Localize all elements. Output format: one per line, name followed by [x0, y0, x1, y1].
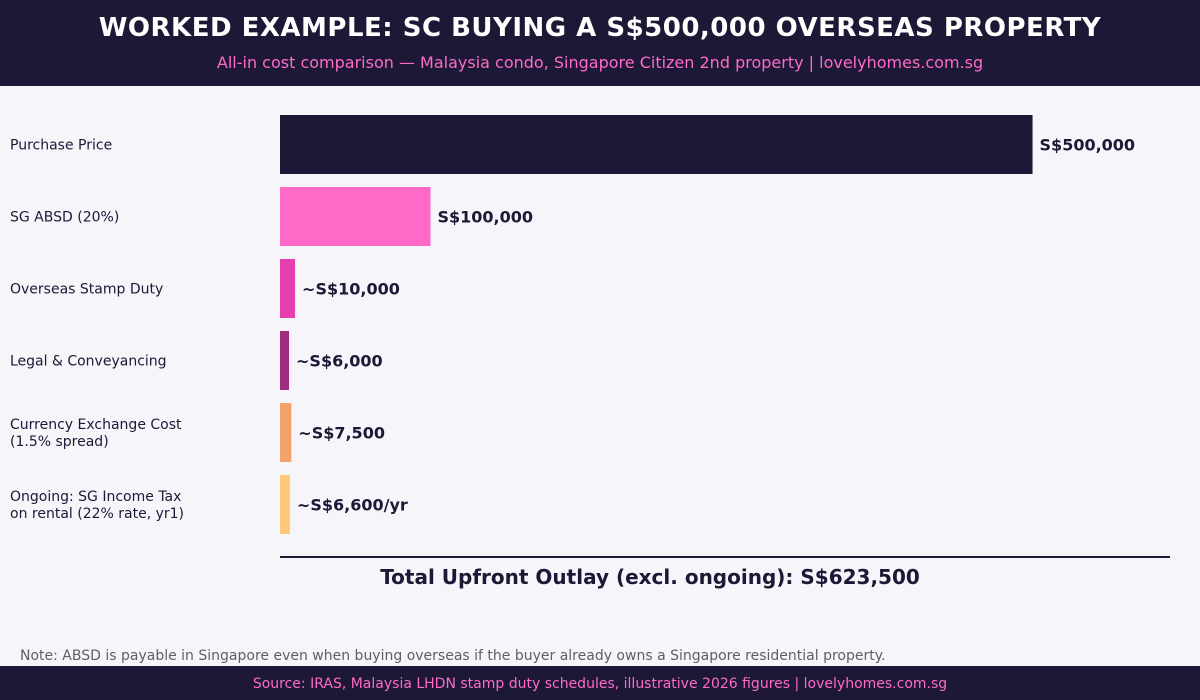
value-labels: S$500,000 S$100,000 ~S$10,000 ~S$6,000 ~S$7,… — [296, 136, 1135, 515]
category-label-line: (1.5% spread) — [10, 434, 109, 450]
header-banner: WORKED EXAMPLE: SC BUYING A S$500,000 OV… — [0, 0, 1200, 86]
value-label-1: S$100,000 — [438, 208, 534, 227]
bar-0 — [280, 115, 1033, 174]
category-label-1: SG ABSD (20%) — [10, 210, 119, 226]
total-outlay-label: Total Upfront Outlay (excl. ongoing): S$… — [380, 565, 920, 589]
bar-1 — [280, 187, 431, 246]
category-label-line: Currency Exchange Cost — [10, 417, 182, 433]
category-label-3: Legal & Conveyancing — [10, 354, 167, 370]
bar-series — [280, 115, 1033, 534]
value-label-3: ~S$6,000 — [296, 352, 383, 371]
bar-5 — [280, 475, 290, 534]
category-label-4: Currency Exchange Cost (1.5% spread) — [10, 417, 182, 450]
category-label-5: Ongoing: SG Income Tax on rental (22% rat… — [10, 489, 184, 522]
category-label-0: Purchase Price — [10, 138, 112, 154]
bar-2 — [280, 259, 296, 318]
bar-chart: Purchase Price SG ABSD (20%) Overseas Stam… — [10, 115, 1170, 589]
value-label-0: S$500,000 — [1040, 136, 1136, 155]
category-label-line: Ongoing: SG Income Tax — [10, 489, 181, 505]
source-credit: Source: IRAS, Malaysia LHDN stamp duty s… — [252, 676, 948, 692]
category-label-2: Overseas Stamp Duty — [10, 282, 163, 298]
category-label-line: SG ABSD (20%) — [10, 210, 119, 226]
bar-3 — [280, 331, 290, 390]
chart-title: WORKED EXAMPLE: SC BUYING A S$500,000 OV… — [98, 13, 1102, 43]
footnote: Note: ABSD is payable in Singapore even … — [20, 648, 886, 664]
bar-4 — [280, 403, 292, 462]
value-label-2: ~S$10,000 — [302, 280, 400, 299]
value-label-5: ~S$6,600/yr — [297, 496, 408, 515]
chart-subtitle: All-in cost comparison — Malaysia condo,… — [216, 53, 984, 72]
category-label-line: Legal & Conveyancing — [10, 354, 167, 370]
category-label-line: on rental (22% rate, yr1) — [10, 506, 184, 522]
category-label-line: Overseas Stamp Duty — [10, 282, 163, 298]
footer-banner: Source: IRAS, Malaysia LHDN stamp duty s… — [0, 666, 1200, 700]
category-labels: Purchase Price SG ABSD (20%) Overseas Stam… — [10, 138, 184, 523]
value-label-4: ~S$7,500 — [298, 424, 385, 443]
category-label-line: Purchase Price — [10, 138, 112, 154]
